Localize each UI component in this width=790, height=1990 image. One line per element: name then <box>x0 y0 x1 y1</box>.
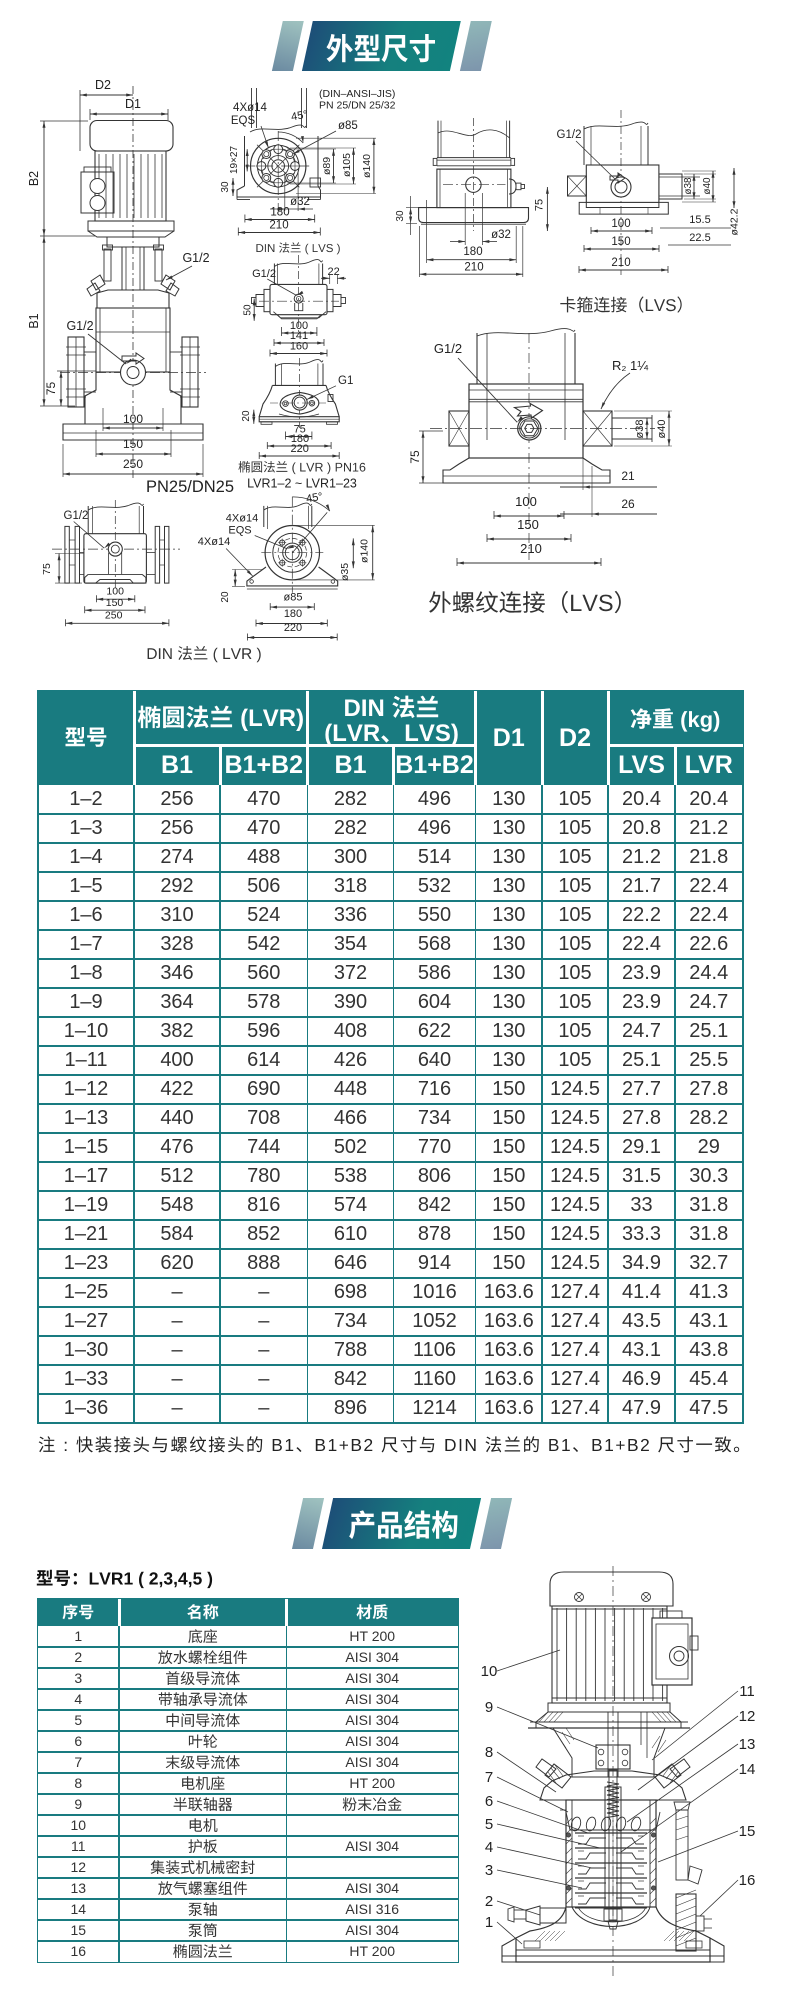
svg-text:R₂ 1¼: R₂ 1¼ <box>612 358 648 373</box>
svg-text:D1: D1 <box>125 97 141 111</box>
svg-text:ø140: ø140 <box>361 154 373 178</box>
svg-text:100: 100 <box>290 320 308 332</box>
svg-text:ø140: ø140 <box>359 539 371 563</box>
svg-text:75: 75 <box>534 199 546 211</box>
svg-text:D2: D2 <box>95 78 111 92</box>
svg-text:30: 30 <box>220 181 231 193</box>
svg-text:250: 250 <box>105 610 123 622</box>
svg-text:220: 220 <box>284 622 302 634</box>
svg-text:ø85: ø85 <box>338 120 358 132</box>
svg-text:ø32: ø32 <box>491 229 511 241</box>
svg-text:160: 160 <box>290 341 308 353</box>
svg-text:141: 141 <box>290 330 308 342</box>
svg-text:11: 11 <box>739 1683 755 1700</box>
svg-text:ø32: ø32 <box>290 196 310 208</box>
svg-text:16: 16 <box>739 1872 756 1889</box>
svg-text:ø38: ø38 <box>683 177 694 195</box>
svg-text:G1/2: G1/2 <box>66 319 93 333</box>
svg-text:20: 20 <box>220 591 231 603</box>
svg-text:2: 2 <box>485 1893 493 1910</box>
svg-text:180: 180 <box>291 433 309 445</box>
svg-text:G1/2: G1/2 <box>434 341 462 356</box>
svg-text:220: 220 <box>291 443 309 455</box>
svg-text:250: 250 <box>123 457 143 471</box>
svg-text:30: 30 <box>395 210 406 222</box>
svg-text:9: 9 <box>485 1699 493 1716</box>
svg-text:75: 75 <box>44 382 58 396</box>
svg-text:100: 100 <box>611 218 630 230</box>
svg-text:26: 26 <box>621 497 635 511</box>
svg-text:45°: 45° <box>305 491 323 506</box>
svg-text:21: 21 <box>621 469 635 483</box>
svg-text:G1/2: G1/2 <box>64 510 89 522</box>
svg-text:4Xø14: 4Xø14 <box>198 536 230 548</box>
svg-text:ø40: ø40 <box>656 420 668 439</box>
svg-text:4Xø14: 4Xø14 <box>233 102 267 114</box>
svg-text:50: 50 <box>242 304 253 316</box>
svg-text:10: 10 <box>481 1663 498 1680</box>
svg-text:20: 20 <box>241 410 252 422</box>
svg-text:100: 100 <box>515 494 537 509</box>
svg-text:22.5: 22.5 <box>689 232 710 244</box>
svg-text:4Xø14: 4Xø14 <box>226 513 258 525</box>
svg-text:4: 4 <box>485 1839 493 1856</box>
svg-text:210: 210 <box>520 541 542 556</box>
svg-text:100: 100 <box>106 586 124 598</box>
svg-text:15: 15 <box>739 1823 756 1840</box>
svg-text:1: 1 <box>485 1914 493 1931</box>
svg-text:G1/2: G1/2 <box>557 129 582 141</box>
svg-text:ø40: ø40 <box>702 177 713 195</box>
svg-text:3: 3 <box>485 1862 493 1879</box>
svg-text:180: 180 <box>270 207 289 219</box>
svg-text:75: 75 <box>408 450 422 464</box>
svg-text:ø89: ø89 <box>321 157 333 175</box>
svg-text:14: 14 <box>739 1761 756 1778</box>
svg-text:ø105: ø105 <box>341 153 353 177</box>
svg-text:150: 150 <box>106 597 124 609</box>
svg-text:12: 12 <box>739 1708 756 1725</box>
svg-text:150: 150 <box>611 236 630 248</box>
svg-text:(DIN–ANSI–JIS): (DIN–ANSI–JIS) <box>319 88 395 100</box>
svg-text:PN25/DN25: PN25/DN25 <box>146 478 234 496</box>
svg-text:210: 210 <box>611 257 630 269</box>
svg-text:150: 150 <box>123 437 143 451</box>
svg-text:G1/2: G1/2 <box>182 251 209 265</box>
svg-text:22: 22 <box>327 266 339 278</box>
svg-text:LVR1–2 ~ LVR1–23: LVR1–2 ~ LVR1–23 <box>247 477 357 491</box>
svg-text:180: 180 <box>284 608 302 620</box>
svg-text:15.5: 15.5 <box>689 214 710 226</box>
svg-text:210: 210 <box>269 220 288 232</box>
svg-text:B2: B2 <box>27 171 41 186</box>
svg-text:100: 100 <box>123 412 143 426</box>
svg-text:EQS: EQS <box>228 525 251 537</box>
svg-text:75: 75 <box>41 563 53 575</box>
svg-text:180: 180 <box>463 246 482 258</box>
svg-text:G1: G1 <box>338 375 353 387</box>
svg-text:75: 75 <box>294 424 306 436</box>
svg-text:PN 25/DN 25/32: PN 25/DN 25/32 <box>319 100 396 112</box>
svg-text:210: 210 <box>464 262 483 274</box>
svg-text:7: 7 <box>485 1769 493 1786</box>
svg-text:19×27: 19×27 <box>229 146 240 175</box>
svg-text:8: 8 <box>485 1744 493 1761</box>
svg-text:ø85: ø85 <box>284 592 303 604</box>
svg-text:B1: B1 <box>27 313 41 328</box>
svg-text:ø38: ø38 <box>634 420 646 439</box>
svg-text:ø35: ø35 <box>339 563 351 581</box>
svg-text:EQS: EQS <box>231 115 256 127</box>
svg-text:6: 6 <box>485 1793 493 1810</box>
svg-text:150: 150 <box>517 517 539 532</box>
svg-text:13: 13 <box>739 1736 756 1753</box>
svg-text:ø42.2: ø42.2 <box>729 208 741 235</box>
svg-text:45°: 45° <box>290 109 308 124</box>
svg-text:G1/2: G1/2 <box>252 268 276 280</box>
svg-text:5: 5 <box>485 1816 493 1833</box>
